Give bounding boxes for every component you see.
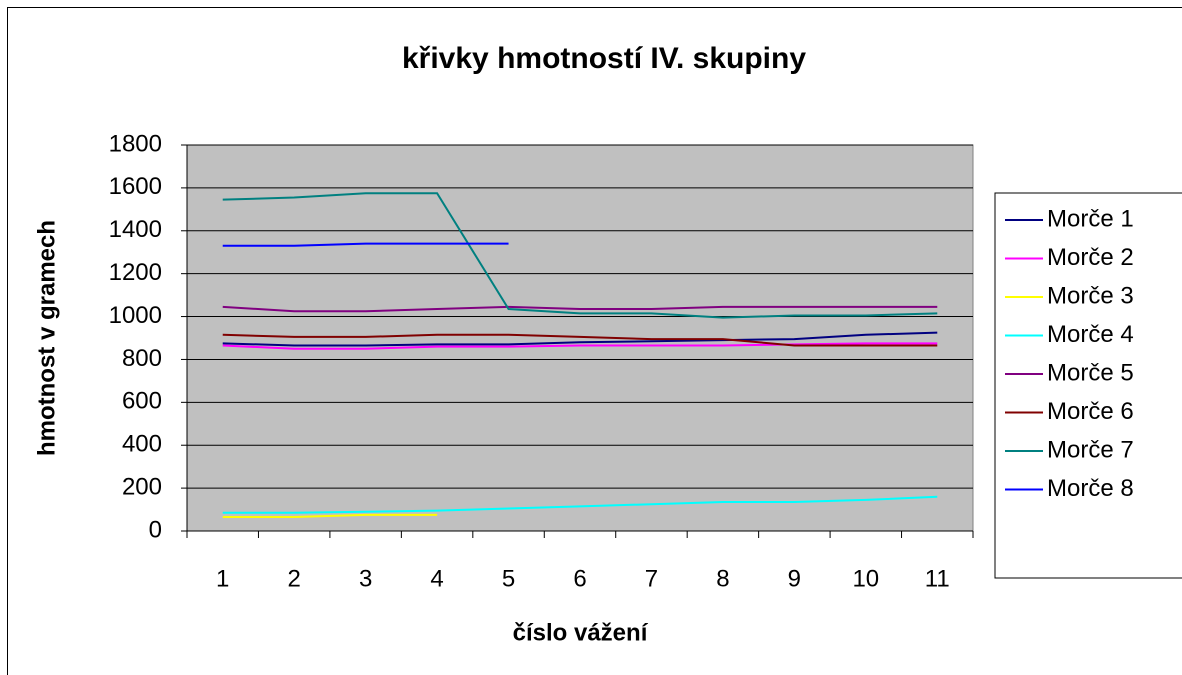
y-tick-label: 1400 xyxy=(109,216,162,243)
x-tick-label: 5 xyxy=(502,565,515,592)
series-line xyxy=(222,495,938,514)
legend-box xyxy=(994,192,1182,579)
series-line xyxy=(222,242,509,247)
x-axis-title: číslo vážení xyxy=(513,619,649,646)
y-tick-label: 800 xyxy=(122,345,162,372)
y-tick-label: 1000 xyxy=(109,302,162,329)
legend-label: Morče 7 xyxy=(1047,436,1134,463)
series-line xyxy=(222,192,938,319)
series-line xyxy=(222,513,438,519)
x-tick-label: 6 xyxy=(573,565,586,592)
legend-label: Morče 2 xyxy=(1047,244,1134,271)
legend-label: Morče 1 xyxy=(1047,205,1134,232)
x-tick-label: 3 xyxy=(359,565,372,592)
series-line xyxy=(222,342,938,350)
x-tick-label: 8 xyxy=(716,565,729,592)
x-tick-label: 7 xyxy=(645,565,658,592)
y-tick-label: 1600 xyxy=(109,173,162,200)
legend-label: Morče 5 xyxy=(1047,359,1134,386)
x-tick-label: 9 xyxy=(788,565,801,592)
x-tick-label: 4 xyxy=(430,565,443,592)
series-line xyxy=(222,331,938,347)
legend-label: Morče 6 xyxy=(1047,398,1134,425)
x-tick-label: 10 xyxy=(852,565,879,592)
legend-label: Morče 8 xyxy=(1047,475,1134,502)
y-tick-label: 0 xyxy=(149,516,162,543)
series-line xyxy=(222,305,938,313)
x-tick-label: 11 xyxy=(925,565,950,592)
plot-area xyxy=(186,144,974,532)
series-line xyxy=(222,333,938,347)
x-tick-label: 2 xyxy=(288,565,301,592)
y-tick-label: 400 xyxy=(122,431,162,458)
y-tick-label: 200 xyxy=(122,473,162,500)
y-tick-label: 1800 xyxy=(109,130,162,157)
x-tick-label: 1 xyxy=(216,565,229,592)
y-tick-label: 600 xyxy=(122,388,162,415)
legend-label: Morče 3 xyxy=(1047,282,1134,309)
chart-title: křivky hmotností IV. skupiny xyxy=(402,42,806,75)
y-tick-label: 1200 xyxy=(109,259,162,286)
legend-label: Morče 4 xyxy=(1047,321,1134,348)
y-axis-title: hmotnost v gramech xyxy=(33,220,60,456)
